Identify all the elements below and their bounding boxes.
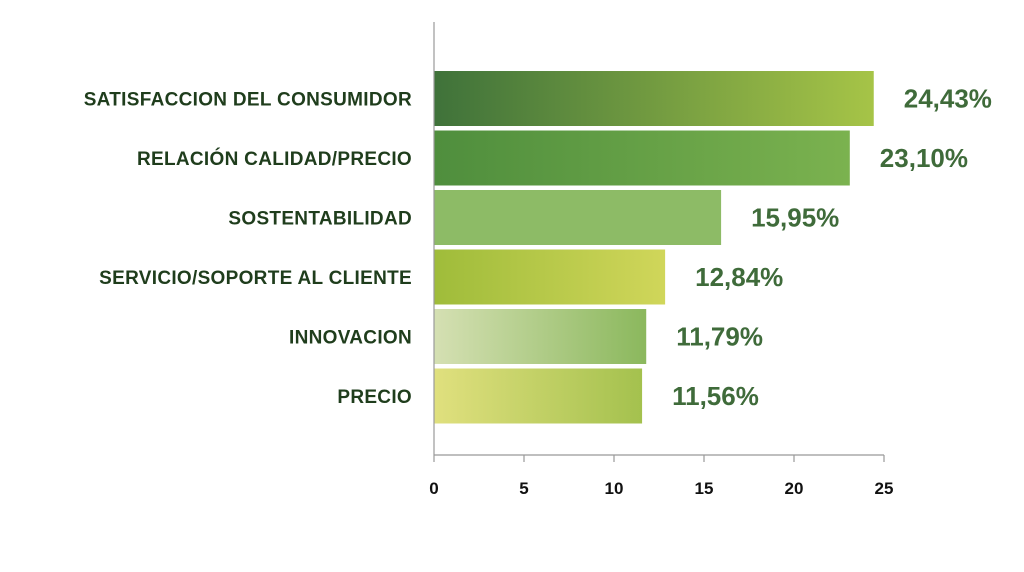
x-tick-label-4: 20: [785, 479, 804, 498]
bar-5: [434, 368, 643, 424]
x-tick-label-3: 15: [695, 479, 714, 498]
category-label-5: PRECIO: [337, 387, 412, 408]
value-label-4: 11,79%: [676, 322, 763, 352]
category-label-2: SOSTENTABILIDAD: [228, 209, 412, 230]
x-tick-label-2: 10: [605, 479, 624, 498]
bar-3: [434, 249, 666, 305]
category-label-3: SERVICIO/SOPORTE AL CLIENTE: [99, 268, 412, 289]
value-label-5: 11,56%: [672, 381, 759, 411]
value-label-1: 23,10%: [880, 143, 968, 173]
x-axis-ticks: 0 5 10 15 20 25: [429, 455, 893, 498]
bar-0: [434, 71, 874, 126]
bars-layer: SATISFACCION DEL CONSUMIDOR 24,43% RELACIÓ…: [84, 71, 992, 424]
category-label-4: INNOVACION: [289, 328, 412, 349]
value-label-3: 12,84%: [695, 262, 783, 292]
x-tick-label-5: 25: [875, 479, 894, 498]
value-label-0: 24,43%: [904, 84, 992, 114]
category-label-1: RELACIÓN CALIDAD/PRECIO: [137, 148, 412, 170]
value-label-2: 15,95%: [751, 203, 839, 233]
bar-2: [434, 190, 722, 245]
x-tick-label-0: 0: [429, 479, 438, 498]
category-label-0: SATISFACCION DEL CONSUMIDOR: [84, 90, 412, 111]
x-tick-label-1: 5: [519, 479, 528, 498]
bar-1: [434, 130, 850, 186]
bar-4: [434, 309, 647, 364]
